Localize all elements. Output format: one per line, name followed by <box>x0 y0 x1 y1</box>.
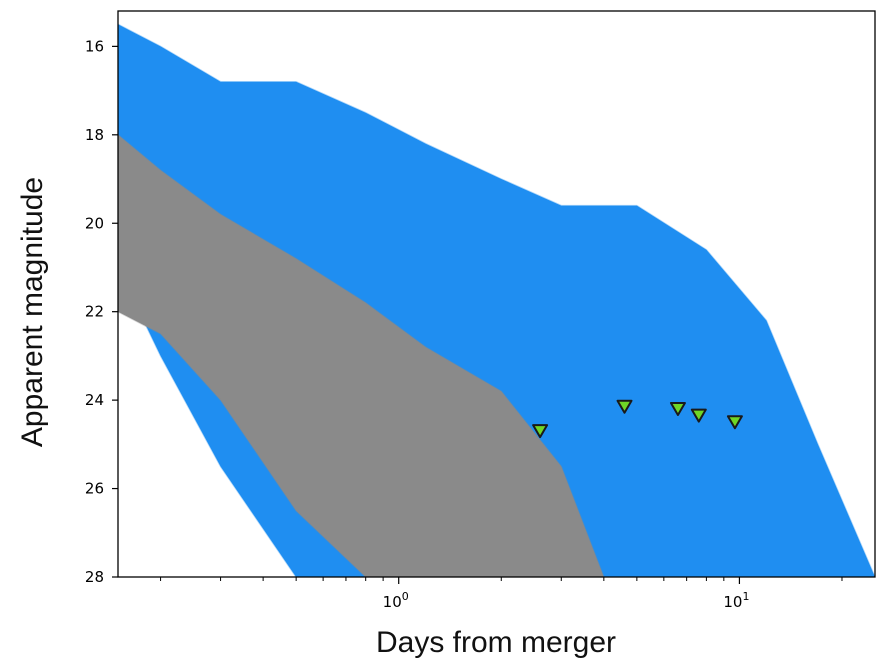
plot-frame <box>117 10 876 578</box>
upper-limit-marker-1 <box>532 424 549 439</box>
y-tick-label: 20 <box>85 214 104 232</box>
x-tick-label: 101 <box>723 590 749 611</box>
x-axis-title: Days from merger <box>376 626 616 659</box>
model-envelope-gray-models <box>118 133 605 577</box>
x-axis: 100 101 <box>160 577 843 611</box>
y-tick-label: 26 <box>85 480 104 498</box>
y-tick-label: 28 <box>85 568 104 586</box>
y-tick-label: 18 <box>85 126 104 144</box>
y-tick-label: 24 <box>85 391 104 409</box>
y-axis-title: Apparent magnitude <box>16 177 49 447</box>
x-tick-label: 100 <box>383 590 409 611</box>
upper-limit-marker-3 <box>669 401 686 416</box>
plot-area <box>118 23 875 577</box>
upper-limit-marker-2 <box>616 399 633 414</box>
y-tick-label: 22 <box>85 303 104 321</box>
upper-limit-marker-5 <box>726 415 743 430</box>
upper-limit-marker-4 <box>690 408 707 423</box>
y-tick-label: 16 <box>85 37 104 55</box>
y-axis: 16 18 20 22 24 26 28 <box>85 37 118 586</box>
